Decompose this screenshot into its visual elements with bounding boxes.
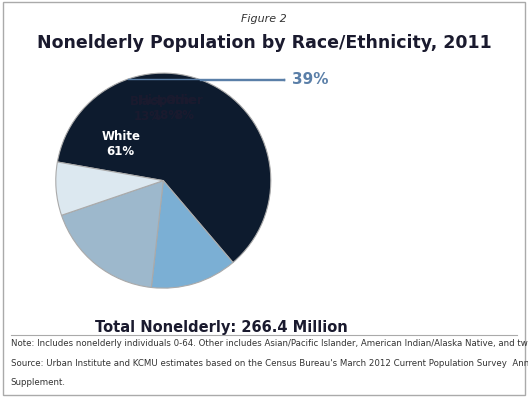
- Text: White
61%: White 61%: [101, 130, 140, 158]
- Text: Total Nonelderly: 266.4 Million: Total Nonelderly: 266.4 Million: [96, 320, 348, 335]
- Wedge shape: [61, 181, 163, 287]
- Text: Other
8%: Other 8%: [165, 94, 203, 122]
- Wedge shape: [58, 73, 271, 262]
- Text: Supplement.: Supplement.: [11, 378, 65, 387]
- Wedge shape: [56, 162, 163, 215]
- Text: Nonelderly Population by Race/Ethnicity, 2011: Nonelderly Population by Race/Ethnicity,…: [36, 34, 492, 52]
- Text: Note: Includes nonelderly individuals 0-64. Other includes Asian/Pacific Islande: Note: Includes nonelderly individuals 0-…: [11, 339, 528, 349]
- Text: Figure 2: Figure 2: [241, 14, 287, 24]
- Text: 39%: 39%: [293, 72, 329, 87]
- Text: Black
13%: Black 13%: [129, 95, 165, 123]
- Wedge shape: [152, 181, 233, 288]
- Text: Hispanic
18%: Hispanic 18%: [139, 94, 195, 121]
- Text: Source: Urban Institute and KCMU estimates based on the Census Bureau's March 20: Source: Urban Institute and KCMU estimat…: [11, 359, 528, 368]
